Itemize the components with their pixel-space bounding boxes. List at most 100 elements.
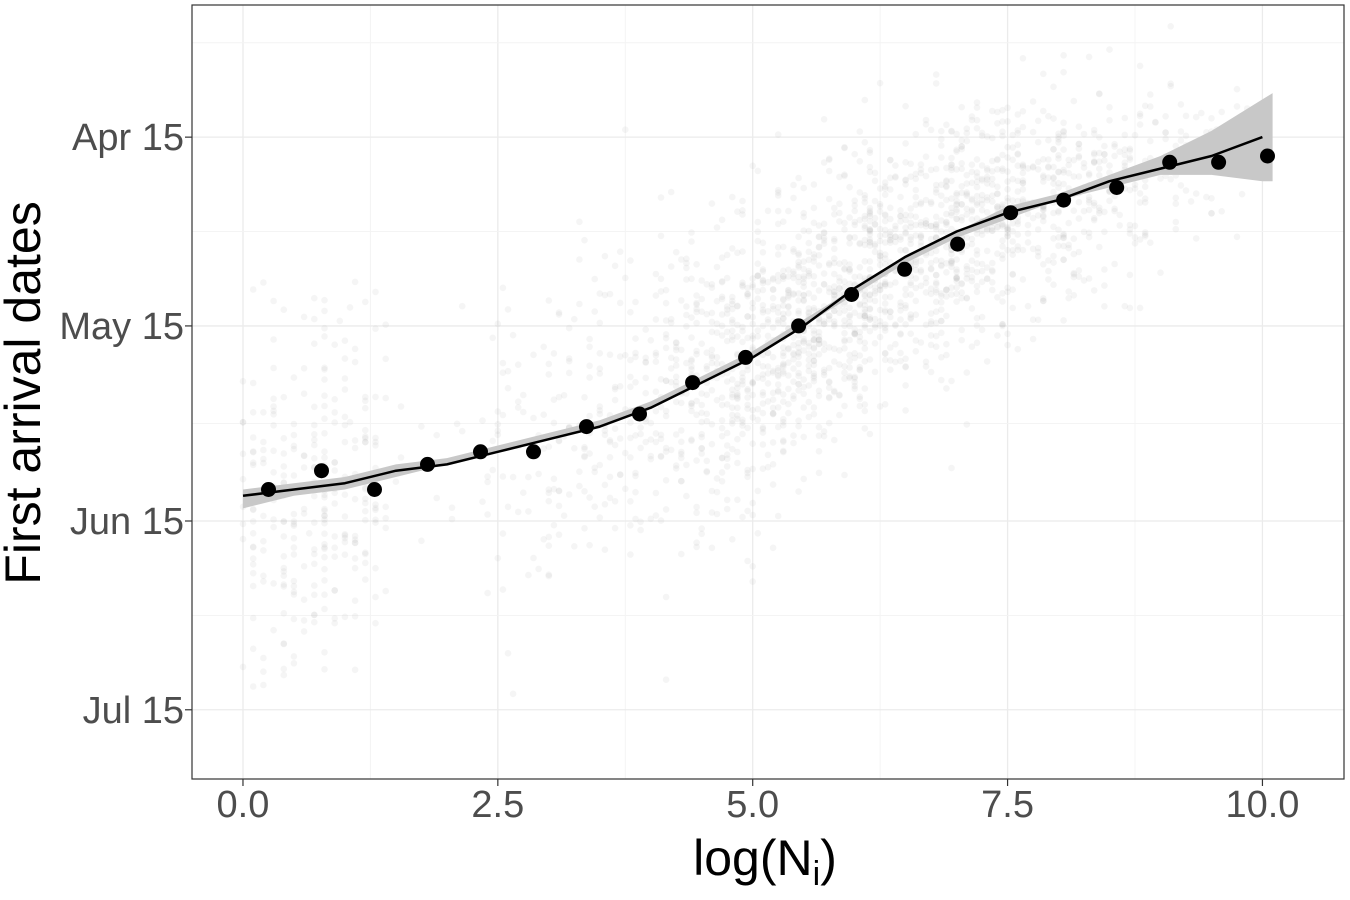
raw-point <box>260 572 267 580</box>
raw-point <box>571 543 578 550</box>
raw-point <box>311 591 318 599</box>
raw-point <box>922 116 930 124</box>
raw-point <box>881 300 889 307</box>
binned-mean-point <box>1109 180 1125 195</box>
raw-point <box>351 666 359 674</box>
raw-point <box>723 251 731 259</box>
raw-point <box>622 274 629 282</box>
raw-point <box>744 473 751 481</box>
raw-point <box>846 374 853 382</box>
raw-point <box>922 121 930 128</box>
raw-point <box>698 445 705 452</box>
raw-point <box>1152 119 1159 126</box>
raw-point <box>795 290 802 297</box>
raw-point <box>973 282 981 290</box>
raw-point <box>1096 90 1103 97</box>
raw-point <box>708 328 716 336</box>
raw-point <box>922 196 930 204</box>
raw-point <box>1126 271 1134 279</box>
raw-point <box>1147 103 1154 110</box>
raw-point <box>785 372 792 379</box>
raw-point <box>932 221 940 229</box>
raw-point <box>800 390 807 398</box>
raw-point <box>448 515 456 523</box>
raw-point <box>881 183 889 190</box>
raw-point <box>953 146 960 154</box>
raw-point <box>611 262 619 270</box>
raw-point <box>672 373 680 381</box>
raw-point <box>708 487 716 495</box>
raw-point <box>800 227 807 234</box>
raw-point <box>943 228 950 236</box>
raw-point <box>876 261 884 269</box>
raw-point <box>290 431 298 439</box>
raw-point <box>820 318 828 325</box>
raw-point <box>657 194 665 201</box>
raw-point <box>1070 173 1078 180</box>
raw-point <box>270 364 277 372</box>
raw-point <box>932 220 940 228</box>
raw-point <box>856 239 864 247</box>
raw-point <box>769 481 777 488</box>
raw-point <box>1096 204 1103 211</box>
raw-point <box>1070 292 1078 299</box>
raw-point <box>718 332 726 339</box>
raw-point <box>764 363 772 370</box>
raw-point <box>785 359 792 367</box>
raw-point <box>249 448 257 456</box>
raw-point <box>795 262 802 269</box>
raw-point <box>729 376 736 383</box>
raw-point <box>698 530 705 538</box>
raw-point <box>249 518 257 525</box>
raw-point <box>851 382 858 390</box>
raw-point <box>785 266 792 274</box>
raw-point <box>749 320 756 328</box>
raw-point <box>774 316 782 324</box>
raw-point <box>586 412 593 420</box>
raw-point <box>846 373 853 380</box>
raw-point <box>739 248 746 255</box>
raw-point <box>912 186 920 194</box>
raw-point <box>907 233 914 241</box>
raw-point <box>846 261 853 268</box>
raw-point <box>897 212 904 220</box>
raw-point <box>1014 141 1022 149</box>
raw-point <box>856 395 864 403</box>
raw-point <box>1080 228 1088 236</box>
raw-point <box>805 343 813 350</box>
raw-point <box>637 526 644 534</box>
raw-point <box>749 162 756 170</box>
raw-point <box>780 320 787 328</box>
raw-point <box>627 434 634 442</box>
raw-point <box>525 508 532 515</box>
raw-point <box>983 358 991 365</box>
raw-point <box>866 305 874 312</box>
raw-point <box>708 284 716 292</box>
raw-point <box>999 321 1006 328</box>
raw-point <box>749 304 756 312</box>
raw-point <box>1019 161 1027 168</box>
raw-point <box>1182 132 1190 140</box>
raw-point <box>678 477 685 485</box>
raw-point <box>912 201 920 208</box>
raw-point <box>1085 233 1093 241</box>
raw-point <box>458 302 466 310</box>
raw-point <box>627 498 634 505</box>
raw-point <box>836 209 843 217</box>
raw-point <box>881 308 889 316</box>
raw-point <box>943 286 950 293</box>
raw-point <box>667 354 675 362</box>
raw-point <box>688 363 695 370</box>
raw-point <box>831 307 838 315</box>
raw-point <box>249 461 257 469</box>
raw-point <box>963 171 971 179</box>
raw-point <box>820 366 828 374</box>
raw-point <box>698 409 705 417</box>
raw-point <box>851 221 858 229</box>
raw-point <box>856 189 864 196</box>
raw-point <box>739 283 746 290</box>
raw-point <box>290 551 298 558</box>
raw-point <box>841 336 848 344</box>
raw-point <box>1080 277 1088 284</box>
raw-point <box>912 170 920 178</box>
